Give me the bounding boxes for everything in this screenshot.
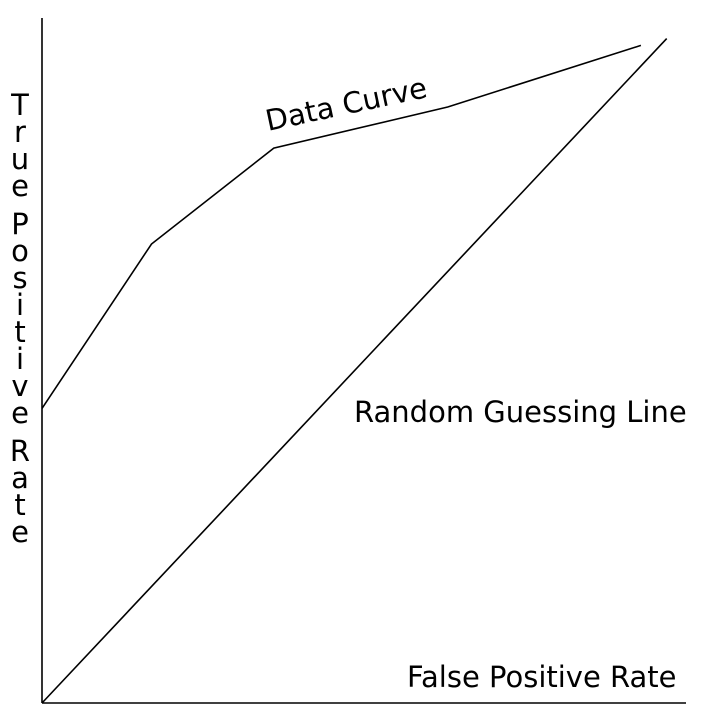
data-curve-line [41, 44, 642, 409]
random-guessing-line [41, 38, 668, 704]
x-axis-label: False Positive Rate [407, 660, 677, 694]
data-curve-label: Data Curve [262, 70, 430, 137]
random-guessing-line-label: Random Guessing Line [354, 395, 687, 429]
